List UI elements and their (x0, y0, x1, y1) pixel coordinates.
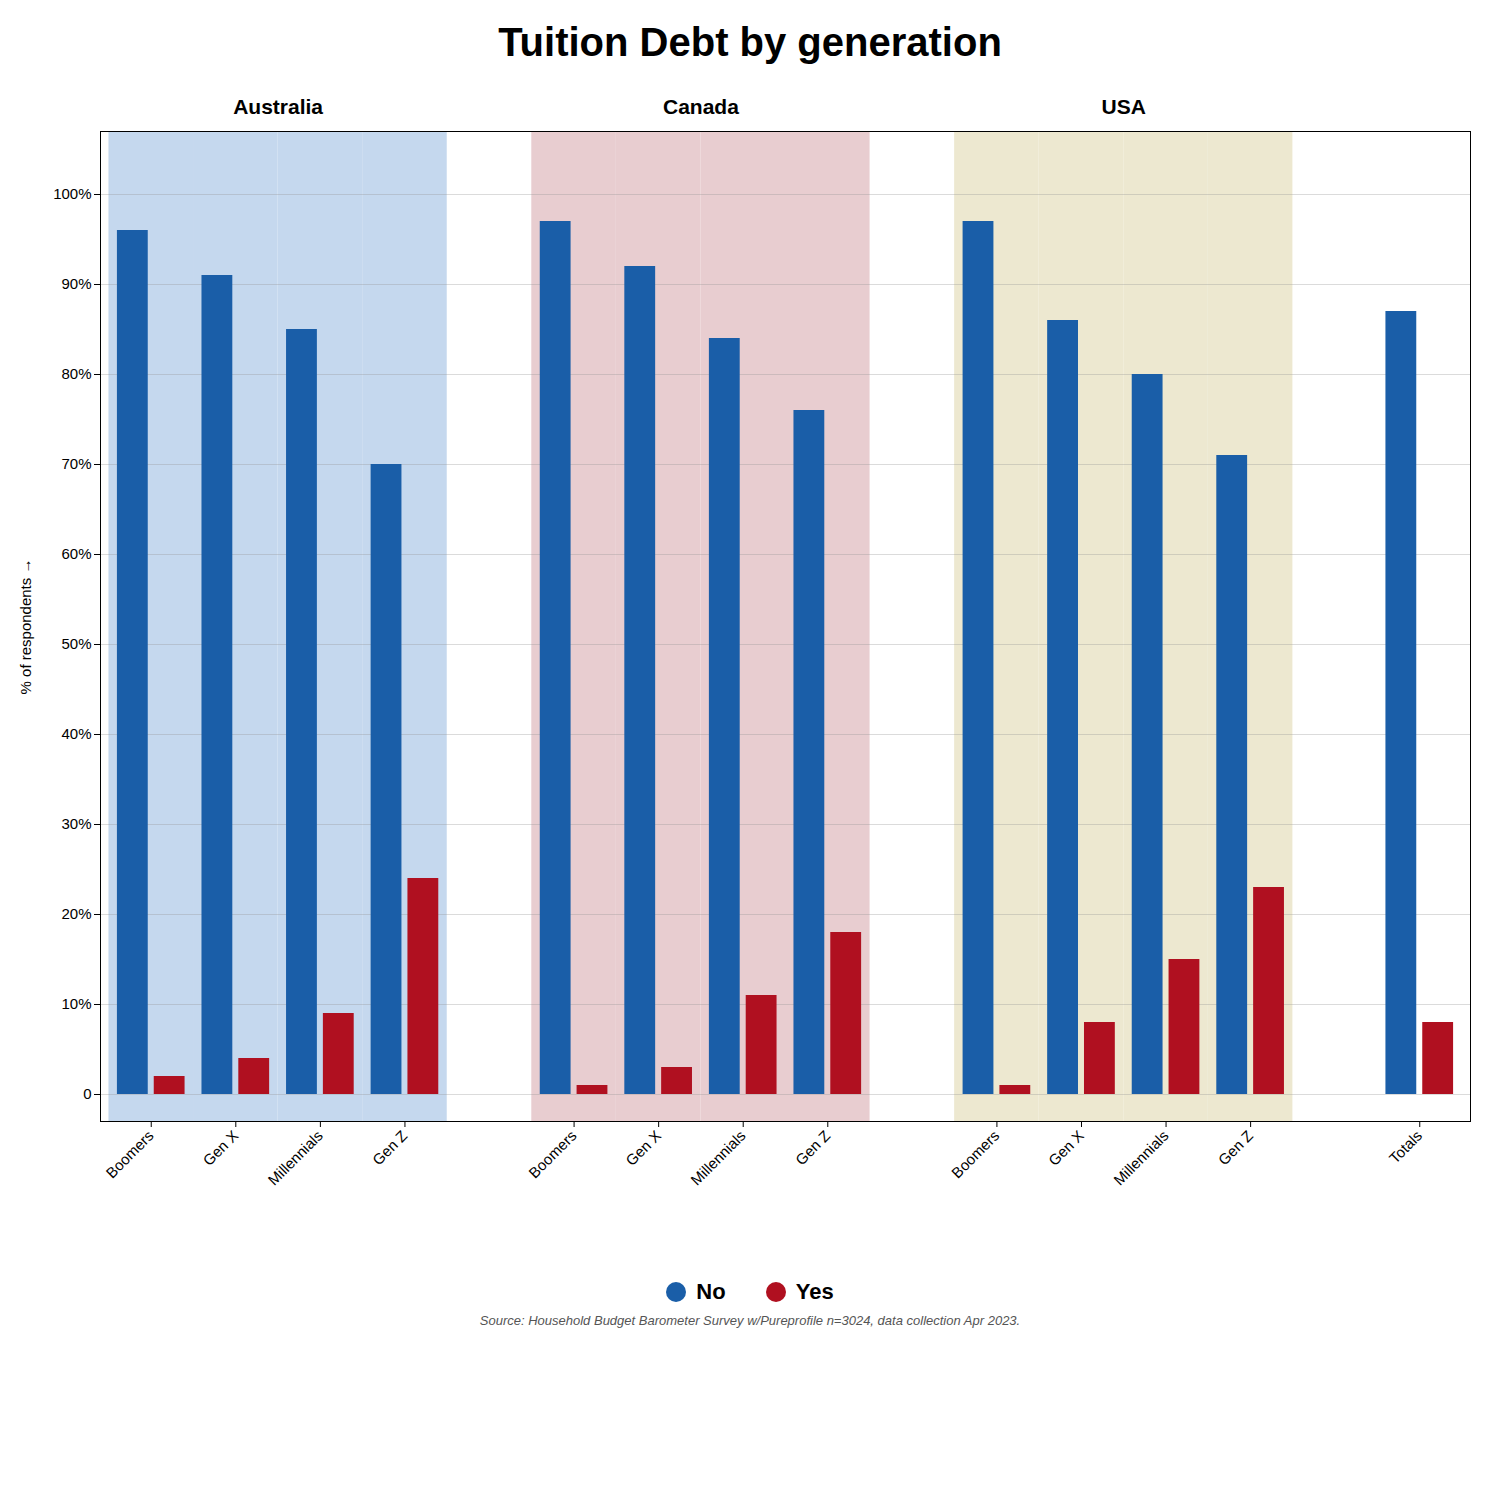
svg-text:Boomers: Boomers (525, 1127, 579, 1181)
svg-text:Gen X: Gen X (1045, 1127, 1087, 1169)
svg-text:Millennials: Millennials (1110, 1127, 1172, 1189)
svg-text:Millennials: Millennials (264, 1127, 326, 1189)
svg-text:20%: 20% (61, 905, 91, 922)
svg-text:90%: 90% (61, 275, 91, 292)
html-text:Source: Household Budget Barom: Source: Household Budget Barometer Surve… (479, 1313, 1021, 1328)
svg-text:Gen X: Gen X (199, 1127, 241, 1169)
svg-text:Australia: Australia (233, 95, 323, 118)
svg-text:Totals: Totals (1386, 1127, 1426, 1167)
svg-text:% of respondents →: % of respondents → (17, 559, 34, 695)
svg-text:Gen Z: Gen Z (792, 1127, 833, 1168)
svg-text:Boomers: Boomers (102, 1127, 156, 1181)
svg-text:Gen Z: Gen Z (1215, 1127, 1256, 1168)
svg-text:Boomers: Boomers (948, 1127, 1002, 1181)
svg-text:60%: 60% (61, 545, 91, 562)
svg-text:80%: 80% (61, 365, 91, 382)
svg-text:50%: 50% (61, 635, 91, 652)
svg-text:USA: USA (1102, 95, 1146, 118)
svg-text:30%: 30% (61, 815, 91, 832)
svg-text:100%: 100% (53, 185, 91, 202)
svg-text:70%: 70% (61, 455, 91, 472)
svg-text:Gen X: Gen X (622, 1127, 664, 1169)
svg-text:10%: 10% (61, 995, 91, 1012)
html-text:No: No (696, 1279, 726, 1304)
html-text:Yes: Yes (795, 1279, 834, 1304)
svg-text:40%: 40% (61, 725, 91, 742)
svg-text:0: 0 (83, 1085, 91, 1102)
html-text:Tuition Debt by generation: Tuition Debt by generation (498, 20, 1002, 64)
svg-text:Canada: Canada (663, 95, 739, 118)
svg-text:Millennials: Millennials (687, 1127, 749, 1189)
svg-text:Gen Z: Gen Z (369, 1127, 410, 1168)
